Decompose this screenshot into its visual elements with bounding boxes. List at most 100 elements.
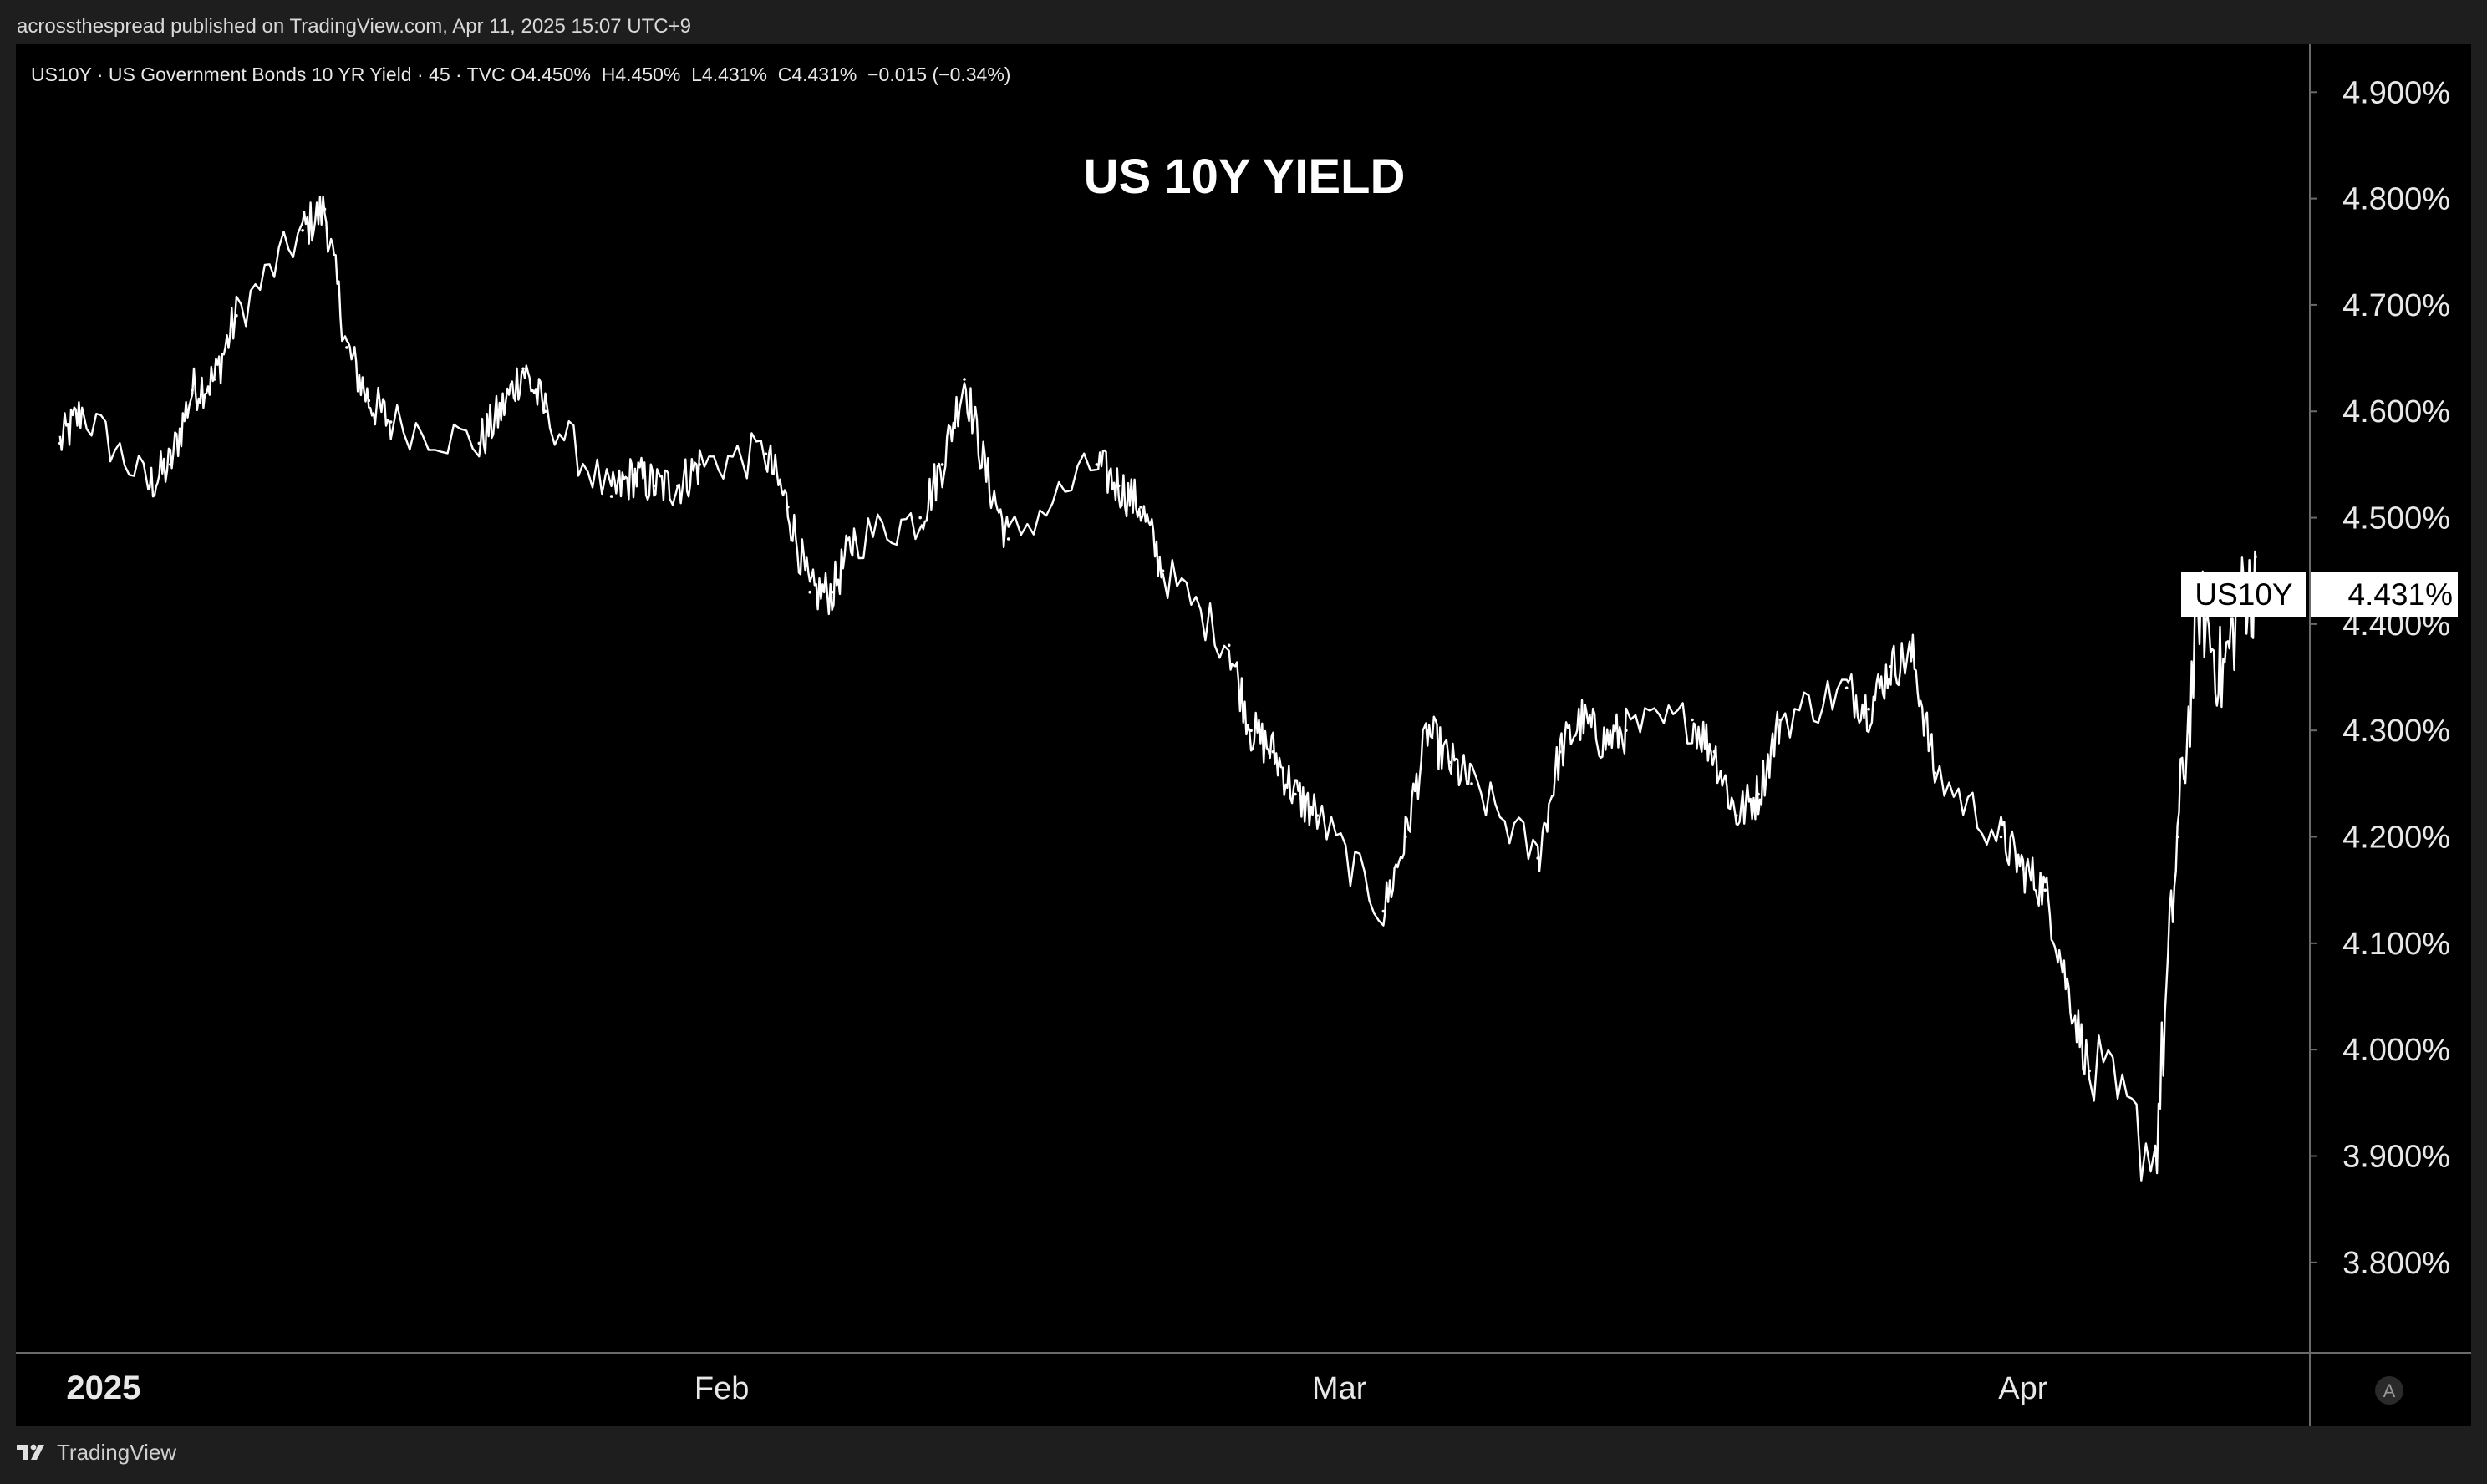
series-point	[830, 590, 834, 594]
series-point	[676, 484, 679, 488]
series-point	[1095, 463, 1099, 466]
series-point	[191, 389, 194, 392]
y-tick-label: 4.200%	[2342, 821, 2450, 856]
tradingview-brand-label: TradingView	[57, 1439, 177, 1465]
x-tick-label: 2025	[66, 1370, 140, 1406]
series-point	[963, 378, 966, 381]
plot-area	[58, 195, 2257, 1182]
series-point	[1227, 643, 1231, 648]
series-point	[499, 409, 503, 414]
series-point	[146, 484, 150, 488]
series-point	[1249, 729, 1253, 732]
y-tick-label: 4.900%	[2342, 75, 2450, 110]
series-point	[1558, 750, 1562, 754]
legend-symbol: US10Y	[31, 64, 92, 85]
series-point	[389, 420, 393, 424]
tradingview-footer[interactable]: TradingView	[17, 1437, 176, 1467]
series-point	[1139, 506, 1142, 509]
series-point	[1691, 718, 1694, 722]
chart-pane[interactable]: US 10Y YIELD US10Y · US Government Bonds…	[16, 44, 2471, 1426]
series-point	[852, 537, 856, 541]
price-tag-value: 4.431%	[2348, 577, 2454, 612]
series-point	[1116, 484, 1121, 488]
legend-ohlc-values: O4.450% H4.450% L4.431% C4.431% −0.015 (…	[511, 64, 1010, 85]
series-point	[2175, 835, 2179, 839]
series-point	[301, 229, 304, 232]
symbol-legend[interactable]: US10Y · US Government Bonds 10 YR Yield …	[31, 64, 1010, 85]
y-tick-label: 3.900%	[2342, 1139, 2450, 1174]
y-tick-label: 3.800%	[2342, 1246, 2450, 1281]
series-point	[1470, 782, 1473, 785]
series-point	[1844, 686, 1849, 690]
series-point	[1404, 835, 1407, 839]
series-point	[698, 463, 701, 466]
series-point	[1447, 760, 1452, 765]
series-point	[1889, 665, 1893, 668]
y-tick-label: 4.100%	[2342, 927, 2450, 962]
series-point	[2043, 888, 2047, 892]
tradingview-logo-icon	[17, 1444, 44, 1460]
series-point	[2154, 1154, 2157, 1158]
series-point	[1602, 739, 1606, 743]
y-tick-label: 4.700%	[2342, 288, 2450, 323]
auto-scale-label: A	[2383, 1380, 2396, 1401]
series-point	[1911, 654, 1915, 658]
series-point	[786, 506, 790, 509]
series-point	[212, 378, 216, 381]
series-point	[2088, 1069, 2091, 1073]
series-point	[2220, 675, 2224, 679]
series-point	[764, 452, 768, 455]
legend-separator: ·	[450, 64, 467, 85]
legend-separator: ·	[412, 64, 429, 85]
series-point	[1315, 814, 1320, 817]
series-point	[1426, 729, 1429, 732]
series-point	[543, 409, 547, 414]
series-point	[654, 484, 658, 488]
series-point	[1867, 707, 1870, 711]
price-tag-value-box	[2311, 572, 2458, 617]
y-tick-label: 4.600%	[2342, 394, 2450, 429]
y-tick-label: 4.500%	[2342, 501, 2450, 536]
legend-interval: 45	[429, 64, 450, 85]
series-point	[1381, 909, 1386, 913]
series-point	[367, 399, 371, 403]
time-axis[interactable]: 2025 Feb Mar Apr	[66, 1370, 2047, 1406]
series-point	[1294, 792, 1297, 796]
y-tick-label: 4.000%	[2342, 1033, 2450, 1068]
series-point	[1580, 718, 1584, 722]
series-point	[477, 441, 481, 445]
series-point	[1999, 835, 2003, 839]
series-point	[521, 367, 525, 371]
series-point	[918, 516, 922, 520]
price-axis[interactable]: 4.900%4.800%4.700%4.600%4.500%4.400%4.30…	[2310, 75, 2450, 1281]
series-point	[345, 346, 348, 349]
series-point	[609, 495, 613, 498]
price-tag-symbol: US10Y	[2195, 577, 2292, 612]
series-point	[984, 473, 989, 477]
series-point	[80, 409, 84, 414]
series-point	[169, 463, 172, 466]
series-point	[1933, 771, 1937, 775]
series-point	[1625, 729, 1628, 732]
x-tick-label: Mar	[1312, 1371, 1367, 1406]
auto-scale-icon	[2375, 1376, 2403, 1405]
series-point	[323, 207, 327, 211]
us10y-series-line	[58, 195, 2257, 1182]
series-point	[1161, 569, 1165, 572]
chart-svg[interactable]: US 10Y YIELD US10Y · US Government Bonds…	[16, 44, 2471, 1426]
price-tag-symbol-box	[2181, 572, 2306, 617]
y-tick-label: 4.800%	[2342, 182, 2450, 217]
series-point	[940, 463, 944, 466]
series-point	[58, 441, 62, 445]
auto-scale-button[interactable]: A	[2375, 1376, 2403, 1405]
series-point	[1536, 856, 1539, 860]
chart-title: US 10Y YIELD	[1084, 150, 1406, 204]
series-point	[1712, 750, 1716, 754]
legend-description: US Government Bonds 10 YR Yield	[109, 64, 412, 85]
series-point	[632, 473, 635, 477]
x-tick-label: Feb	[694, 1371, 749, 1406]
series-point	[1271, 750, 1275, 754]
x-tick-label: Apr	[1998, 1371, 2047, 1406]
series-point	[2022, 867, 2025, 871]
series-point	[1757, 792, 1760, 796]
